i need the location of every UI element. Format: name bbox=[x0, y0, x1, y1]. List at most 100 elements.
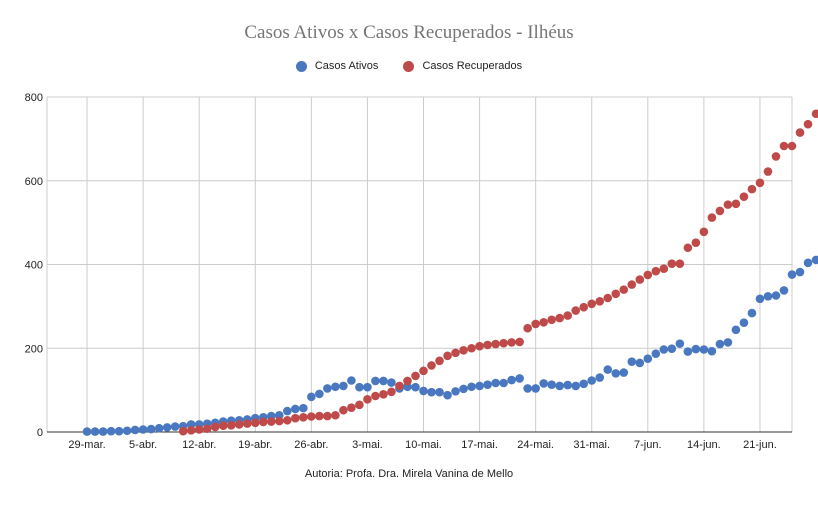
data-point-casos-ativos[interactable] bbox=[699, 345, 709, 354]
data-point-casos-ativos[interactable] bbox=[755, 294, 765, 304]
data-point-casos-ativos[interactable] bbox=[315, 389, 324, 399]
data-point-casos-ativos[interactable] bbox=[307, 392, 316, 402]
data-point-casos-recuperados[interactable] bbox=[379, 390, 388, 399]
data-point-casos-ativos[interactable] bbox=[571, 381, 581, 391]
data-point-casos-ativos[interactable] bbox=[683, 347, 693, 356]
data-point-casos-recuperados[interactable] bbox=[627, 280, 637, 289]
data-point-casos-recuperados[interactable] bbox=[739, 192, 749, 201]
data-point-casos-recuperados[interactable] bbox=[242, 419, 252, 428]
data-point-casos-recuperados[interactable] bbox=[443, 351, 452, 361]
data-point-casos-ativos[interactable] bbox=[371, 376, 380, 386]
data-point-casos-recuperados[interactable] bbox=[779, 141, 789, 151]
data-point-casos-ativos[interactable] bbox=[563, 380, 572, 390]
data-point-casos-ativos[interactable] bbox=[539, 379, 548, 388]
data-point-casos-recuperados[interactable] bbox=[186, 426, 196, 435]
data-point-casos-ativos[interactable] bbox=[547, 380, 556, 389]
data-point-casos-ativos[interactable] bbox=[411, 382, 420, 392]
data-point-casos-ativos[interactable] bbox=[747, 308, 757, 318]
data-point-casos-recuperados[interactable] bbox=[523, 323, 532, 333]
data-point-casos-recuperados[interactable] bbox=[723, 200, 733, 209]
data-point-casos-ativos[interactable] bbox=[283, 406, 292, 416]
data-point-casos-ativos[interactable] bbox=[659, 345, 669, 354]
data-point-casos-recuperados[interactable] bbox=[651, 266, 661, 276]
data-point-casos-ativos[interactable] bbox=[459, 384, 468, 394]
data-point-casos-recuperados[interactable] bbox=[595, 297, 605, 306]
data-point-casos-recuperados[interactable] bbox=[547, 315, 556, 325]
data-point-casos-ativos[interactable] bbox=[170, 422, 180, 431]
data-point-casos-ativos[interactable] bbox=[499, 378, 508, 388]
data-point-casos-recuperados[interactable] bbox=[803, 119, 813, 129]
data-point-casos-ativos[interactable] bbox=[739, 318, 749, 328]
data-point-casos-ativos[interactable] bbox=[691, 344, 701, 354]
data-point-casos-ativos[interactable] bbox=[787, 270, 797, 279]
data-point-casos-ativos[interactable] bbox=[715, 339, 725, 349]
data-point-casos-recuperados[interactable] bbox=[811, 109, 818, 119]
data-point-casos-recuperados[interactable] bbox=[178, 426, 188, 436]
data-point-casos-ativos[interactable] bbox=[779, 286, 789, 295]
data-point-casos-ativos[interactable] bbox=[515, 374, 524, 383]
data-point-casos-recuperados[interactable] bbox=[387, 387, 396, 397]
data-point-casos-recuperados[interactable] bbox=[587, 299, 597, 309]
data-point-casos-recuperados[interactable] bbox=[531, 319, 540, 329]
data-point-casos-recuperados[interactable] bbox=[483, 340, 492, 350]
data-point-casos-recuperados[interactable] bbox=[355, 400, 364, 410]
data-point-casos-recuperados[interactable] bbox=[283, 415, 292, 425]
data-point-casos-ativos[interactable] bbox=[723, 338, 733, 347]
data-point-casos-recuperados[interactable] bbox=[499, 338, 508, 348]
data-point-casos-recuperados[interactable] bbox=[659, 264, 669, 273]
data-point-casos-recuperados[interactable] bbox=[411, 371, 420, 381]
data-point-casos-recuperados[interactable] bbox=[619, 285, 629, 294]
data-point-casos-ativos[interactable] bbox=[587, 376, 597, 385]
data-point-casos-recuperados[interactable] bbox=[715, 206, 725, 216]
data-point-casos-recuperados[interactable] bbox=[202, 424, 212, 433]
data-point-casos-recuperados[interactable] bbox=[395, 381, 404, 391]
data-point-casos-ativos[interactable] bbox=[443, 390, 452, 400]
data-point-casos-recuperados[interactable] bbox=[579, 302, 589, 312]
data-point-casos-ativos[interactable] bbox=[291, 404, 300, 414]
data-point-casos-recuperados[interactable] bbox=[755, 178, 765, 188]
data-point-casos-recuperados[interactable] bbox=[491, 339, 500, 349]
data-point-casos-ativos[interactable] bbox=[651, 349, 661, 358]
data-point-casos-ativos[interactable] bbox=[82, 427, 92, 436]
data-point-casos-ativos[interactable] bbox=[323, 384, 332, 393]
data-point-casos-ativos[interactable] bbox=[667, 344, 677, 353]
data-point-casos-ativos[interactable] bbox=[427, 387, 436, 397]
data-point-casos-ativos[interactable] bbox=[379, 376, 388, 386]
data-point-casos-recuperados[interactable] bbox=[363, 395, 372, 404]
data-point-casos-recuperados[interactable] bbox=[307, 412, 316, 421]
data-point-casos-ativos[interactable] bbox=[763, 292, 773, 301]
data-point-casos-recuperados[interactable] bbox=[563, 311, 572, 320]
data-point-casos-recuperados[interactable] bbox=[667, 259, 677, 268]
data-point-casos-ativos[interactable] bbox=[771, 291, 781, 300]
data-point-casos-ativos[interactable] bbox=[331, 382, 340, 392]
data-point-casos-recuperados[interactable] bbox=[210, 422, 220, 432]
data-point-casos-recuperados[interactable] bbox=[267, 417, 276, 426]
data-point-casos-recuperados[interactable] bbox=[611, 289, 621, 299]
data-point-casos-recuperados[interactable] bbox=[635, 275, 645, 284]
data-point-casos-recuperados[interactable] bbox=[675, 259, 685, 268]
data-point-casos-ativos[interactable] bbox=[635, 358, 645, 368]
data-point-casos-recuperados[interactable] bbox=[555, 313, 564, 323]
data-point-casos-ativos[interactable] bbox=[387, 378, 396, 387]
data-point-casos-ativos[interactable] bbox=[595, 373, 605, 382]
data-point-casos-recuperados[interactable] bbox=[731, 199, 741, 209]
data-point-casos-recuperados[interactable] bbox=[603, 293, 613, 303]
data-point-casos-recuperados[interactable] bbox=[323, 411, 332, 421]
data-point-casos-recuperados[interactable] bbox=[258, 417, 268, 427]
data-point-casos-ativos[interactable] bbox=[435, 387, 444, 397]
data-point-casos-ativos[interactable] bbox=[811, 255, 818, 265]
data-point-casos-recuperados[interactable] bbox=[771, 152, 781, 161]
data-point-casos-recuperados[interactable] bbox=[763, 167, 773, 176]
data-point-casos-recuperados[interactable] bbox=[226, 421, 236, 430]
data-point-casos-ativos[interactable] bbox=[98, 427, 108, 436]
data-point-casos-recuperados[interactable] bbox=[435, 356, 444, 366]
data-point-casos-ativos[interactable] bbox=[619, 368, 629, 377]
data-point-casos-recuperados[interactable] bbox=[194, 425, 204, 434]
data-point-casos-recuperados[interactable] bbox=[419, 366, 428, 376]
data-point-casos-recuperados[interactable] bbox=[515, 337, 524, 347]
data-point-casos-recuperados[interactable] bbox=[339, 405, 348, 415]
data-point-casos-ativos[interactable] bbox=[627, 357, 637, 366]
data-point-casos-ativos[interactable] bbox=[138, 425, 148, 434]
data-point-casos-recuperados[interactable] bbox=[347, 403, 356, 413]
data-point-casos-recuperados[interactable] bbox=[691, 238, 701, 248]
